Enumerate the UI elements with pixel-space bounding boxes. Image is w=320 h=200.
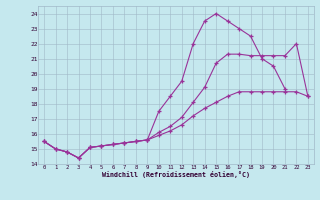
X-axis label: Windchill (Refroidissement éolien,°C): Windchill (Refroidissement éolien,°C) [102,171,250,178]
